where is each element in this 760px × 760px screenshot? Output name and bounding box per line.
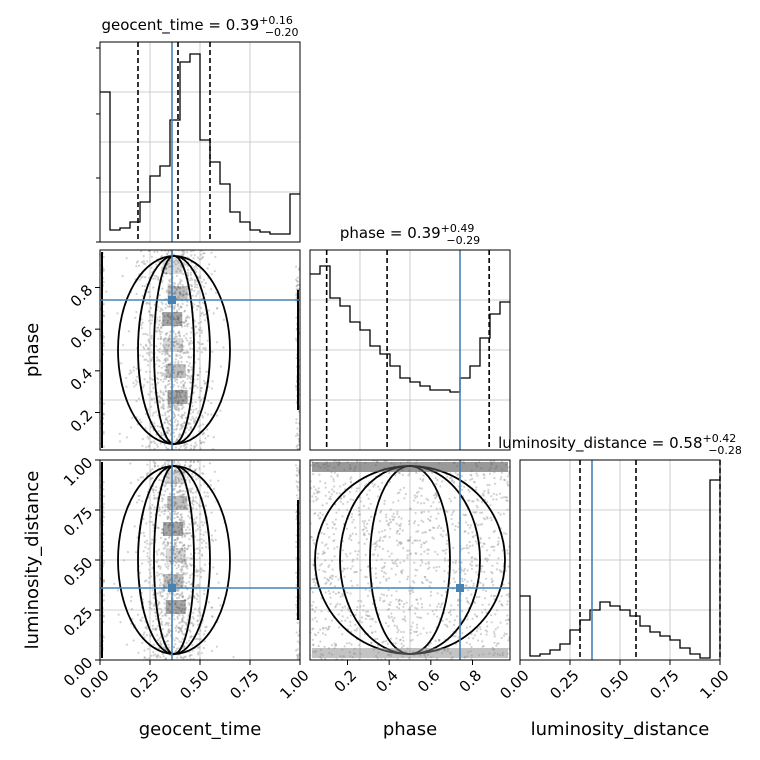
histogram-line [520, 479, 720, 659]
truth-marker [168, 584, 176, 592]
y-axis-label-phase: phase [22, 323, 43, 377]
panel-title-phase: phase = 0.39+0.49 −0.29 [340, 222, 480, 247]
x-tick-label: 1.00 [276, 666, 312, 702]
y-tick-label: 0.25 [60, 604, 96, 640]
x-tick-label: 0.25 [546, 666, 582, 702]
x-axis-label-geocent_time: geocent_time [139, 719, 262, 740]
y-tick-label: 0.4 [67, 364, 97, 394]
scatter-panel-geocent_time-luminosity_distance [99, 459, 301, 661]
histogram-line [310, 265, 510, 393]
histogram-panel-geocent_time: geocent_time = 0.39+0.16 −0.20 [96, 14, 301, 243]
histogram-panel-luminosity_distance: luminosity_distance = 0.58+0.42 −0.28 [498, 432, 742, 661]
y-axis-label-luminosity_distance: luminosity_distance [22, 471, 43, 650]
x-tick-label: 0.4 [372, 666, 402, 696]
truth-marker [456, 584, 464, 592]
x-tick-label: 0.75 [646, 666, 682, 702]
title-minus: −0.28 [708, 444, 742, 457]
title-minus: −0.29 [446, 234, 480, 247]
y-tick-label: 0.2 [67, 406, 97, 436]
x-tick-label: 0.6 [414, 666, 444, 696]
title-plus: +0.16 [259, 14, 293, 27]
title-plus: +0.42 [703, 432, 737, 445]
y-tick-label: 1.00 [60, 454, 96, 490]
scatter-panel-phase-luminosity_distance [309, 459, 511, 661]
x-tick-label: 0.25 [126, 666, 162, 702]
panel-frame [309, 249, 511, 451]
scatter-panel-geocent_time-phase [99, 249, 301, 451]
x-axis-label-phase: phase [383, 719, 437, 740]
y-tick-label: 0.6 [67, 323, 97, 353]
panel-title-luminosity_distance: luminosity_distance = 0.58+0.42 −0.28 [498, 432, 742, 457]
panel-frame [99, 249, 301, 451]
title-plus: +0.49 [441, 222, 475, 235]
x-tick-label: 0.50 [596, 666, 632, 702]
histogram-line [100, 53, 300, 235]
panel-frame [309, 459, 511, 661]
contour-line [312, 648, 508, 658]
x-tick-label: 0.2 [331, 666, 361, 696]
truth-marker [168, 296, 176, 304]
y-tick-label: 0.50 [60, 554, 96, 590]
x-tick-label: 0.8 [456, 666, 486, 696]
contour-line [117, 255, 231, 445]
x-tick-label: 1.00 [696, 666, 732, 702]
contour-line [312, 462, 508, 472]
panel-frame [99, 41, 301, 243]
y-tick-label: 0.75 [60, 504, 96, 540]
x-tick-label: 0.50 [176, 666, 212, 702]
panel-title-geocent_time: geocent_time = 0.39+0.16 −0.20 [101, 14, 298, 39]
x-tick-label: 0.00 [496, 666, 532, 702]
histogram-panel-phase: phase = 0.39+0.49 −0.29 [309, 222, 511, 451]
title-minus: −0.20 [265, 26, 299, 39]
contour-line [117, 465, 231, 655]
x-tick-label: 0.75 [226, 666, 262, 702]
y-tick-label: 0.8 [67, 281, 97, 311]
x-axis-label-luminosity_distance: luminosity_distance [531, 719, 710, 740]
